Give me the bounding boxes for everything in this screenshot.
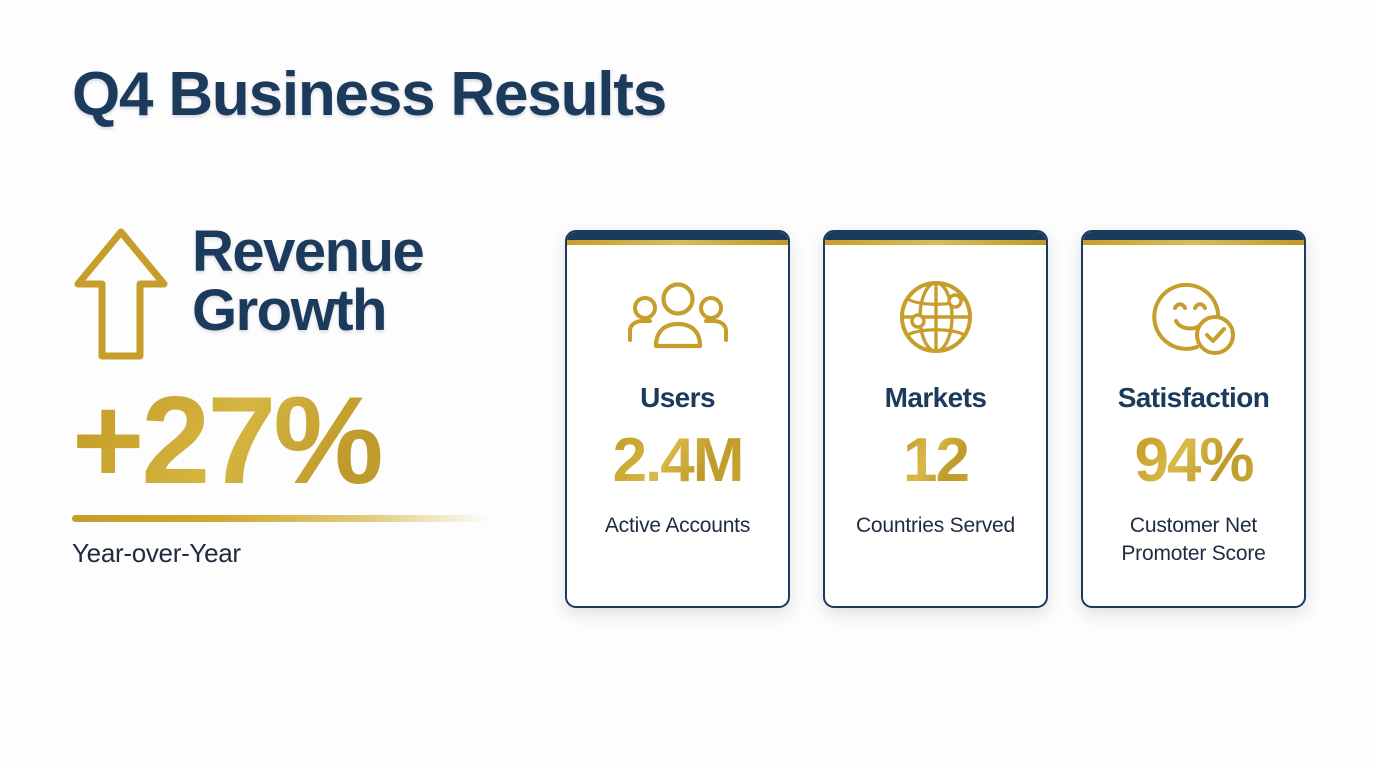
card-heading: Satisfaction <box>1117 382 1270 413</box>
card-gold-accent-bar <box>825 240 1046 245</box>
revenue-growth-block: Revenue Growth +27% Year-over-Year <box>72 222 502 569</box>
revenue-growth-caption: Year-over-Year <box>72 537 241 568</box>
revenue-growth-label: Revenue Growth <box>192 219 425 344</box>
card-caption: Customer Net Promoter Score <box>1121 514 1266 565</box>
gold-divider <box>72 514 490 522</box>
revenue-growth-label-line1: Revenue <box>192 219 425 284</box>
page-title: Q4 Business Results <box>72 60 667 129</box>
card-gold-accent-bar <box>1083 240 1304 245</box>
metric-card-satisfaction[interactable]: Satisfaction 94% Customer Net Promoter S… <box>1081 230 1306 608</box>
smiley-check-icon <box>1150 278 1238 356</box>
metric-card-users[interactable]: Users 2.4M Active Accounts <box>565 230 790 608</box>
card-heading: Markets <box>884 382 987 413</box>
revenue-growth-label-line2: Growth <box>192 278 387 344</box>
card-gold-accent-bar <box>567 240 788 245</box>
card-top-bar <box>567 232 788 240</box>
revenue-growth-value: +27% <box>72 379 502 503</box>
globe-icon <box>897 278 975 356</box>
card-top-bar <box>1083 232 1304 240</box>
revenue-growth-header: Revenue Growth <box>72 222 502 367</box>
card-heading: Users <box>640 382 715 413</box>
metric-card-markets[interactable]: Markets 12 Countries Served <box>823 230 1048 608</box>
card-caption: Active Accounts <box>604 514 751 537</box>
card-value: 94% <box>1134 426 1254 495</box>
card-top-bar <box>825 232 1046 240</box>
metric-card-list: Users 2.4M Active Accounts Mar <box>565 230 1306 608</box>
card-caption: Countries Served <box>855 514 1016 537</box>
card-value: 12 <box>903 426 970 495</box>
users-icon <box>626 278 730 356</box>
up-arrow-icon <box>72 226 170 367</box>
card-value: 2.4M <box>612 426 745 495</box>
